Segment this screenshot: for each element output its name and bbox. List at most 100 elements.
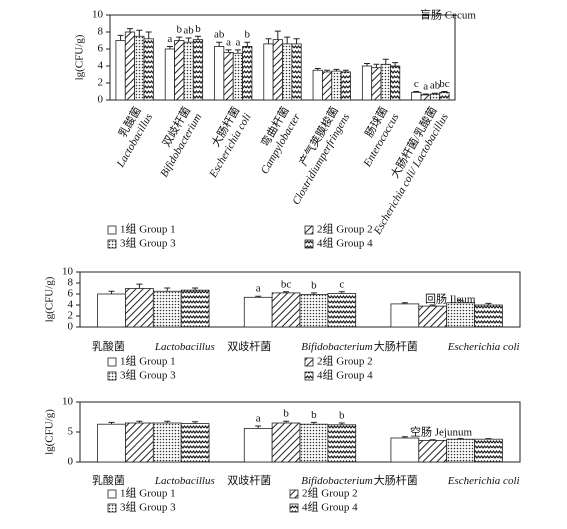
error-bar <box>108 421 115 425</box>
x-tick-label: 大肠杆菌Escherichia coli <box>193 104 253 181</box>
y-axis-label: lg(CFU/g) <box>74 34 86 80</box>
y-tick-label: 0 <box>68 456 74 468</box>
bar <box>390 303 420 328</box>
category-latin: Bifidobacterium <box>301 475 373 487</box>
legend-label: 4组 Group 4 <box>317 368 373 382</box>
legend-label: 2组 Group 2 <box>317 354 373 368</box>
bar <box>242 46 253 101</box>
error-bar <box>432 92 439 95</box>
legend-label: 1组 Group 1 <box>120 222 176 236</box>
y-tick-label: 0 <box>98 94 104 106</box>
bar <box>183 41 194 101</box>
legend-label: 4组 Group 4 <box>302 500 358 514</box>
significance-letter: b <box>195 23 201 35</box>
panel-title: 空肠 Jejunum <box>410 425 472 439</box>
error-bar <box>283 420 290 423</box>
bar <box>418 305 448 328</box>
legend-swatch <box>289 503 299 513</box>
y-axis-label: lg(CFU/g) <box>44 276 56 322</box>
bar <box>152 422 182 463</box>
panel-title: 回肠 Ileum <box>425 293 476 306</box>
legend-swatch <box>304 357 314 367</box>
significance-letter: bc <box>281 278 292 290</box>
error-bar <box>373 63 380 68</box>
category-name: 双歧杆菌 <box>227 473 271 487</box>
significance-letter: a <box>256 413 261 425</box>
legend-swatch <box>107 239 117 249</box>
error-bar <box>382 58 389 65</box>
bar <box>282 43 293 101</box>
error-bar <box>234 49 241 54</box>
error-bar <box>274 30 281 40</box>
y-tick-label: 10 <box>62 396 74 408</box>
error-bar <box>164 420 171 423</box>
bar <box>125 422 154 463</box>
bar <box>380 63 391 101</box>
error-bar <box>136 29 143 37</box>
bar <box>361 65 373 101</box>
y-tick-label: 8 <box>98 26 104 38</box>
error-bar <box>225 49 232 53</box>
significance-letter: a <box>226 36 231 48</box>
error-bar <box>314 68 321 71</box>
significance-letter: b <box>311 279 317 291</box>
bar <box>272 39 283 101</box>
significance-letter: ab <box>214 29 225 41</box>
y-tick-label: 10 <box>62 266 74 278</box>
legend-label: 3组 Group 3 <box>120 236 176 250</box>
y-tick-label: 4 <box>98 60 104 72</box>
legend-label: 2组 Group 2 <box>302 486 358 500</box>
x-tick-label: 乳酸菌Lactobacillus <box>101 104 155 170</box>
error-bar <box>244 41 251 47</box>
bar <box>124 31 136 101</box>
significance-letter: a <box>235 36 240 48</box>
bar <box>411 91 422 101</box>
y-tick-label: 8 <box>68 277 74 289</box>
bar <box>214 46 225 101</box>
legend-swatch <box>289 489 299 499</box>
y-tick-label: 6 <box>98 43 104 55</box>
legend-label: 1组 Group 1 <box>120 486 176 500</box>
error-bar <box>310 421 317 425</box>
x-tick-label: 肠球菌Enterococcus <box>348 104 402 170</box>
significance-letter: b <box>339 410 345 422</box>
error-bar <box>108 290 115 294</box>
category-name: 乳酸菌 <box>92 473 125 487</box>
y-axis-label: lg(CFU/g) <box>44 409 56 455</box>
significance-letter: a <box>423 81 428 93</box>
legend-label: 2组 Group 2 <box>317 222 373 236</box>
legend-swatch <box>107 371 117 381</box>
bar <box>331 70 342 101</box>
panel-title: 盲肠 Cecum <box>420 8 476 22</box>
bar <box>390 65 401 101</box>
bar <box>371 67 382 101</box>
legend-swatch <box>107 503 117 513</box>
legend-swatch <box>304 371 314 381</box>
error-bar <box>413 91 420 93</box>
category-name: 双歧杆菌 <box>227 339 271 353</box>
category-latin: Escherichia coli <box>447 341 520 353</box>
legend-label: 1组 Group 1 <box>120 354 176 368</box>
y-tick-label: 6 <box>68 288 74 300</box>
error-bar <box>441 91 448 93</box>
significance-letter: a <box>167 33 172 45</box>
error-bar <box>324 69 331 72</box>
error-bar <box>457 300 464 303</box>
significance-letter: c <box>339 278 344 290</box>
x-tick-label: 双歧杆菌 Bifidobacterium <box>227 339 373 353</box>
error-bar <box>429 304 436 307</box>
significance-letter: bc <box>439 78 450 90</box>
error-bar <box>176 36 183 41</box>
bar <box>223 52 234 101</box>
error-bar <box>485 438 492 440</box>
bar <box>180 289 210 328</box>
legend-swatch <box>304 225 314 235</box>
bar <box>327 293 357 328</box>
error-bar <box>192 287 199 291</box>
category-latin: Escherichia coli <box>447 475 520 487</box>
y-tick-label: 2 <box>68 310 74 322</box>
legend-swatch <box>304 239 314 249</box>
legend-swatch <box>107 225 117 235</box>
